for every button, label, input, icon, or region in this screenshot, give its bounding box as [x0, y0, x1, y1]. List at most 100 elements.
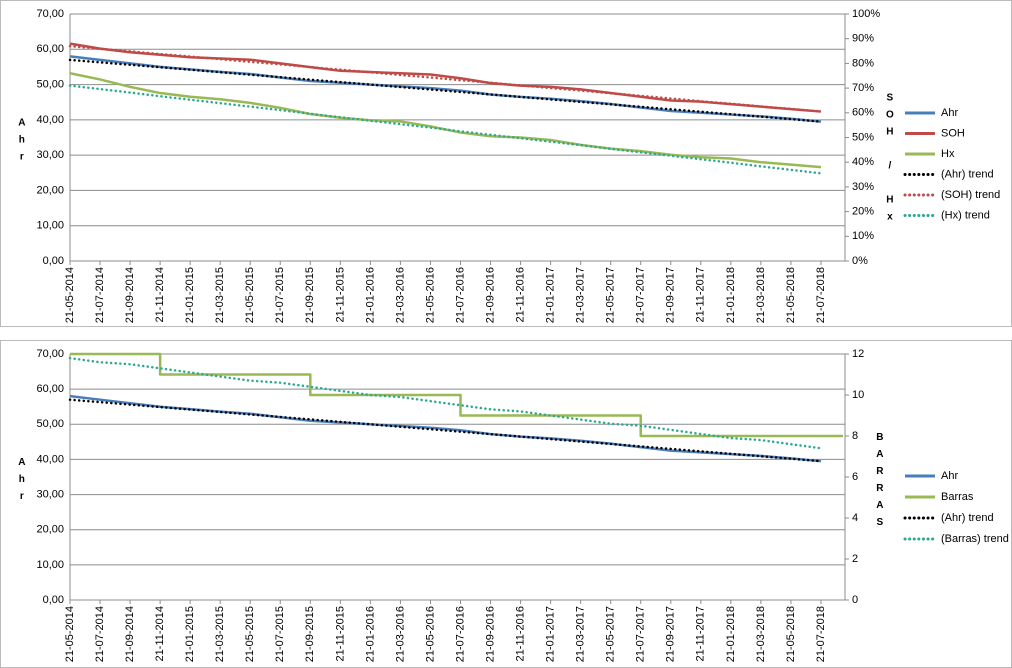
x-tick-label: 21-11-2015 — [334, 267, 346, 322]
x-tick-label: 21-07-2018 — [815, 267, 827, 323]
y-axis-title: Ahr — [16, 457, 27, 508]
x-tick-label: 21-01-2016 — [364, 606, 376, 662]
x-tick-label: 21-03-2017 — [575, 606, 587, 662]
y-tick-label: 50,00 — [36, 78, 64, 90]
series-line — [69, 42, 822, 113]
series-line — [70, 352, 843, 438]
y2-tick-label: 30% — [852, 181, 874, 193]
x-tick-label: 21-11-2015 — [334, 606, 346, 661]
x-tick-label: 21-01-2016 — [364, 267, 376, 323]
x-tick-label: 21-09-2014 — [124, 267, 136, 323]
x-tick-label: 21-05-2018 — [785, 267, 797, 323]
x-tick-label: 21-03-2016 — [394, 606, 406, 662]
y-tick-label: 40,00 — [36, 114, 64, 126]
trend-line — [68, 84, 823, 175]
x-tick-label: 21-09-2015 — [304, 267, 316, 323]
y2-tick-label: 12 — [852, 348, 864, 360]
y-tick-label: 0,00 — [43, 255, 64, 267]
x-tick-label: 21-05-2017 — [605, 267, 617, 323]
x-tick-label: 21-11-2016 — [514, 267, 526, 322]
x-tick-label: 21-09-2016 — [484, 267, 496, 323]
legend-label: Hx — [941, 148, 955, 160]
x-tick-label: 21-03-2018 — [755, 267, 767, 323]
x-tick-label: 21-05-2014 — [64, 267, 76, 323]
y-axis-title: Ahr — [16, 118, 27, 169]
trend-line — [68, 58, 823, 123]
x-tick-label: 21-01-2018 — [725, 606, 737, 662]
x-tick-label: 21-01-2015 — [184, 267, 196, 323]
y2-tick-label: 20% — [852, 206, 874, 218]
legend-label: (Barras) trend — [941, 533, 1009, 545]
x-tick-label: 21-09-2015 — [304, 606, 316, 662]
y-tick-label: 20,00 — [36, 184, 64, 196]
series-line — [69, 394, 822, 463]
y2-tick-label: 6 — [852, 471, 858, 483]
x-tick-label: 21-05-2014 — [64, 606, 76, 662]
trend-line — [68, 398, 823, 463]
y-tick-label: 30,00 — [36, 149, 64, 161]
x-tick-label: 21-11-2016 — [514, 606, 526, 661]
y2-tick-label: 10% — [852, 230, 874, 242]
y2-tick-label: 90% — [852, 33, 874, 45]
x-tick-label: 21-01-2018 — [725, 267, 737, 323]
legend-label: (SOH) trend — [941, 189, 1000, 201]
x-tick-label: 21-11-2014 — [154, 606, 166, 661]
y-tick-label: 50,00 — [36, 418, 64, 430]
y2-tick-label: 8 — [852, 430, 858, 442]
x-tick-label: 21-09-2014 — [124, 606, 136, 662]
y2-tick-label: 80% — [852, 57, 874, 69]
trend-line — [68, 356, 823, 450]
x-tick-label: 21-07-2016 — [454, 606, 466, 662]
legend-label: Ahr — [941, 470, 958, 482]
x-tick-label: 21-05-2016 — [424, 267, 436, 323]
x-tick-label: 21-03-2015 — [214, 267, 226, 323]
y-tick-label: 20,00 — [36, 524, 64, 536]
y2-tick-label: 4 — [852, 512, 858, 524]
x-tick-label: 21-03-2018 — [755, 606, 767, 662]
series-line — [69, 55, 822, 123]
y-tick-label: 70,00 — [36, 348, 64, 360]
y-tick-label: 10,00 — [36, 559, 64, 571]
y2-tick-label: 0 — [852, 594, 858, 606]
y2-axis-title: BARRAS — [874, 432, 885, 534]
x-tick-label: 21-09-2017 — [665, 267, 677, 323]
y-tick-label: 30,00 — [36, 488, 64, 500]
y2-tick-label: 0% — [852, 255, 868, 267]
legend-label: SOH — [941, 127, 965, 139]
x-tick-label: 21-03-2016 — [394, 267, 406, 323]
y-tick-label: 60,00 — [36, 43, 64, 55]
y2-tick-label: 2 — [852, 553, 858, 565]
x-tick-label: 21-05-2018 — [785, 606, 797, 662]
legend-label: (Hx) trend — [941, 209, 990, 221]
y-tick-label: 40,00 — [36, 453, 64, 465]
x-tick-label: 21-09-2017 — [665, 606, 677, 662]
x-tick-label: 21-07-2016 — [454, 267, 466, 323]
x-tick-label: 21-01-2017 — [545, 606, 557, 662]
y-tick-label: 70,00 — [36, 8, 64, 20]
y2-tick-label: 10 — [852, 389, 864, 401]
x-tick-label: 21-05-2015 — [244, 267, 256, 323]
x-tick-label: 21-09-2016 — [484, 606, 496, 662]
legend-label: Barras — [941, 491, 974, 503]
y-tick-label: 60,00 — [36, 383, 64, 395]
y-tick-label: 10,00 — [36, 220, 64, 232]
legend-label: (Ahr) trend — [941, 168, 994, 180]
y2-tick-label: 60% — [852, 107, 874, 119]
x-tick-label: 21-03-2017 — [575, 267, 587, 323]
y2-tick-label: 50% — [852, 131, 874, 143]
x-tick-label: 21-01-2017 — [545, 267, 557, 323]
x-tick-label: 21-07-2015 — [274, 606, 286, 662]
legend-label: Ahr — [941, 107, 958, 119]
x-tick-label: 21-07-2014 — [94, 267, 106, 323]
x-tick-label: 21-07-2017 — [635, 267, 647, 323]
x-tick-label: 21-07-2017 — [635, 606, 647, 662]
x-tick-label: 21-11-2014 — [154, 267, 166, 322]
x-tick-label: 21-11-2017 — [695, 606, 707, 661]
chart-frame — [0, 340, 1012, 668]
x-tick-label: 21-05-2016 — [424, 606, 436, 662]
x-tick-label: 21-01-2015 — [184, 606, 196, 662]
legend-label: (Ahr) trend — [941, 512, 994, 524]
y2-tick-label: 100% — [852, 8, 880, 20]
trend-line — [68, 44, 823, 113]
